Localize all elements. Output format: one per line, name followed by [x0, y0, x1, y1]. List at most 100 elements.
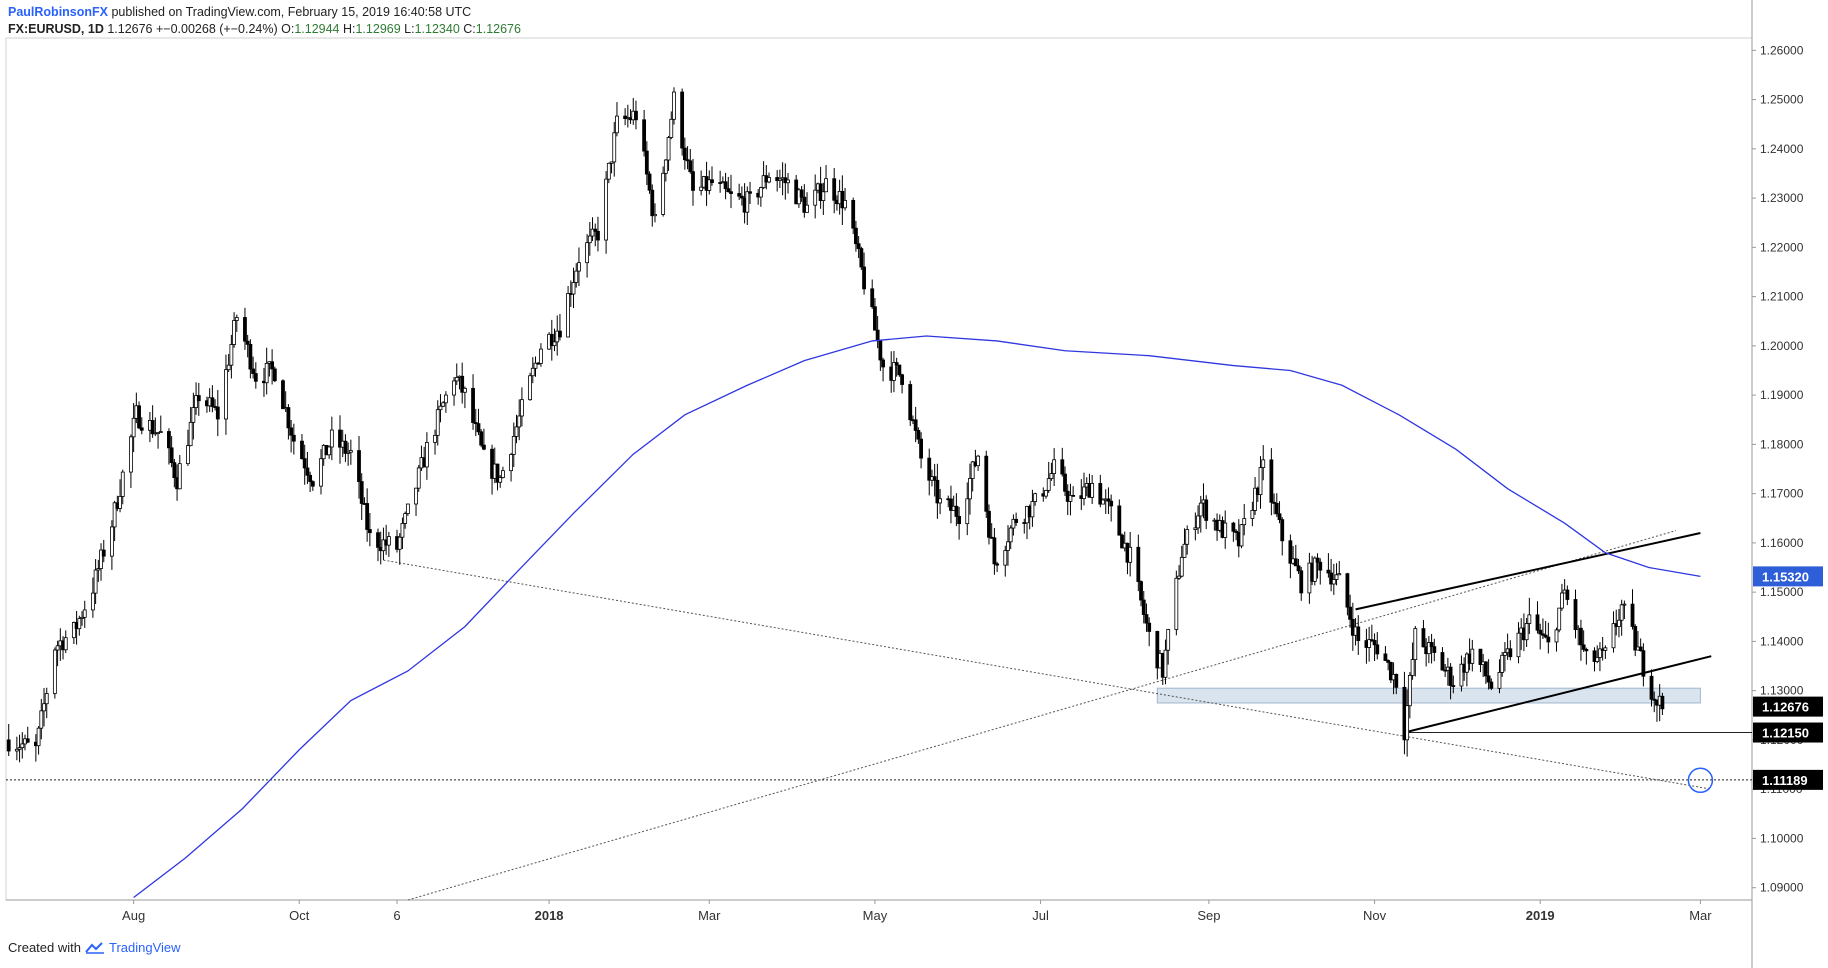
price-marker-box: [1753, 722, 1823, 743]
candle-body: [663, 159, 668, 174]
candle-body: [405, 503, 410, 514]
candle-body: [916, 430, 921, 440]
candle-body: [463, 387, 467, 393]
candle-body: [840, 190, 845, 209]
high-value: 1.12969: [355, 22, 401, 36]
candle-body: [1448, 666, 1453, 686]
symbol-line: FX:EURUSD, 1D 1.12676 +−0.00268 (+−0.24%…: [8, 21, 521, 38]
y-tick-label: 1.17000: [1760, 487, 1804, 501]
candle-body: [343, 440, 348, 454]
candle-body: [365, 503, 370, 530]
candle-body: [14, 748, 19, 752]
candle-body: [229, 344, 234, 366]
low-label: L:: [404, 22, 415, 36]
candle-body: [1546, 636, 1551, 643]
candle-body: [1011, 518, 1016, 529]
candle-body: [1538, 629, 1543, 635]
candle-body: [186, 445, 190, 465]
candle-body: [1196, 515, 1200, 529]
candle-body: [1261, 459, 1266, 468]
candle-body: [1508, 648, 1513, 658]
candle-body: [1565, 589, 1570, 600]
candle-body: [1250, 510, 1255, 519]
candle-body: [1356, 626, 1361, 642]
candle-body: [949, 498, 953, 511]
candle-body: [359, 481, 364, 504]
candle-body: [460, 375, 465, 393]
candle-body: [873, 306, 877, 331]
candle-body: [970, 461, 975, 479]
candle-body: [992, 537, 997, 565]
candle-body: [253, 373, 258, 382]
candle-body: [196, 395, 201, 402]
candle-body: [1486, 675, 1491, 683]
y-tick-label: 1.19000: [1760, 388, 1804, 402]
candle-body: [1098, 483, 1103, 505]
author-name[interactable]: PaulRobinsonFX: [8, 5, 108, 19]
candle-body: [308, 474, 313, 482]
candle-body: [1407, 675, 1412, 707]
candle-body: [1426, 642, 1431, 655]
candle-body: [650, 189, 655, 217]
candle-body: [131, 417, 136, 438]
candle-body: [327, 446, 332, 456]
candle-body: [892, 362, 896, 381]
candle-body: [938, 498, 942, 504]
candle-body: [1272, 501, 1276, 504]
y-tick-label: 1.20000: [1760, 339, 1804, 353]
candle-body: [1182, 543, 1187, 558]
candle-body: [1329, 572, 1334, 585]
price-change: +−0.00268 (+−0.24%): [156, 22, 278, 36]
candle-body: [737, 193, 742, 197]
candle-body: [1008, 527, 1013, 543]
candle-body: [995, 563, 1000, 566]
candle-body: [137, 405, 141, 429]
candle-body: [424, 441, 429, 468]
moving-average-line: [133, 335, 1701, 899]
candle-body: [843, 199, 847, 209]
candle-body: [438, 405, 443, 411]
candle-body: [786, 179, 790, 184]
candle-body: [777, 178, 782, 181]
candle-body: [859, 248, 864, 268]
x-tick-label: Oct: [289, 908, 310, 923]
open-label: O:: [281, 22, 295, 36]
candle-body: [1166, 629, 1171, 651]
candle-body: [606, 162, 611, 180]
candle-body: [1139, 581, 1143, 601]
candle-body: [609, 161, 614, 164]
candle-body: [900, 374, 904, 385]
candle-body: [539, 348, 543, 364]
candle-body: [549, 333, 554, 347]
tradingview-logo-icon: [85, 941, 104, 954]
candle-body: [1630, 603, 1635, 627]
candle-body: [1421, 628, 1426, 648]
candle-body: [156, 432, 160, 434]
candle-body: [1063, 473, 1067, 492]
candle-body: [528, 375, 532, 401]
candle-body: [224, 369, 228, 420]
candle-body: [55, 645, 60, 651]
candle-body: [169, 447, 174, 464]
candle-body: [1179, 556, 1184, 577]
candle-body: [1603, 647, 1608, 651]
y-tick-label: 1.25000: [1760, 93, 1804, 107]
candle-body: [1483, 661, 1488, 677]
y-tick-label: 1.13000: [1760, 684, 1804, 698]
candle-body: [799, 189, 804, 198]
candle-body: [1163, 649, 1168, 678]
candle-body: [644, 150, 649, 175]
candle-body: [897, 364, 902, 376]
candle-body: [305, 467, 310, 476]
candle-body: [39, 710, 44, 729]
x-tick-label: Mar: [1689, 908, 1712, 923]
x-tick-label: Jul: [1032, 908, 1049, 923]
candle-body: [1177, 575, 1181, 579]
candle-body: [517, 415, 522, 428]
candle-body: [1497, 671, 1502, 689]
candle-body: [1318, 561, 1323, 571]
candle-body: [1388, 661, 1393, 681]
candle-body: [571, 282, 576, 295]
tradingview-brand[interactable]: TradingView: [108, 940, 181, 955]
